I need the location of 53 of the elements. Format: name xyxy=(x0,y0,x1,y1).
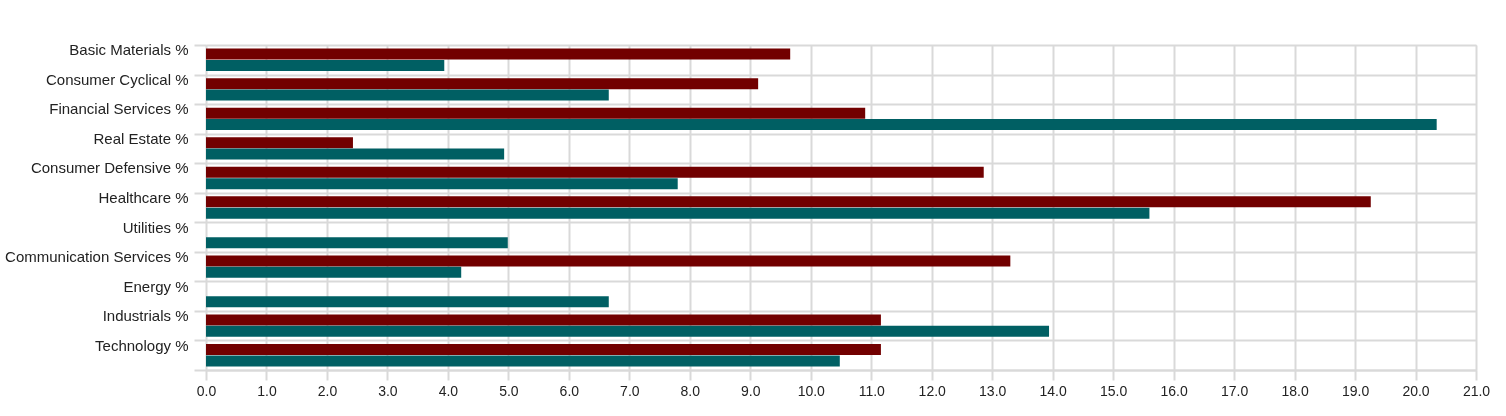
y-tick-label: Financial Services % xyxy=(49,100,189,118)
bar xyxy=(206,119,1437,131)
bar xyxy=(206,196,1371,208)
bar xyxy=(206,48,791,60)
x-tick-label: 19.0 xyxy=(1341,382,1370,399)
y-tick-label: Industrials % xyxy=(102,307,189,325)
x-tick-label: 15.0 xyxy=(1100,382,1128,399)
bar xyxy=(206,148,505,160)
x-tick-label: 14.0 xyxy=(1039,382,1067,399)
bar xyxy=(206,78,759,90)
bar xyxy=(206,107,866,119)
y-tick-label: Utilities % xyxy=(122,218,189,236)
x-tick-label: 3.0 xyxy=(378,382,398,399)
x-tick-label: 10.0 xyxy=(797,382,826,399)
y-tick-label: Healthcare % xyxy=(98,189,189,206)
y-tick-label: Communication Services % xyxy=(5,248,189,266)
y-tick-label: Basic Materials % xyxy=(69,41,189,59)
x-tick-label: 6.0 xyxy=(559,382,580,399)
bar xyxy=(206,59,445,71)
x-tick-label: 13.0 xyxy=(979,382,1007,399)
x-tick-label: 20.0 xyxy=(1402,382,1430,399)
y-tick-label: Real Estate % xyxy=(93,129,189,147)
bar xyxy=(206,137,353,149)
x-tick-label: 4.0 xyxy=(438,382,459,399)
bar xyxy=(206,296,609,308)
x-tick-label: 17.0 xyxy=(1220,382,1249,399)
x-tick-label: 21.0 xyxy=(1462,382,1491,399)
bar xyxy=(206,355,840,367)
bar xyxy=(206,89,609,101)
y-tick-label: Consumer Defensive % xyxy=(30,159,189,177)
x-tick-label: 18.0 xyxy=(1281,382,1309,399)
bar xyxy=(206,207,1150,219)
x-tick-label: 7.0 xyxy=(620,382,640,399)
x-tick-label: 11.0 xyxy=(858,382,886,399)
bar xyxy=(206,266,462,278)
bar xyxy=(206,325,1050,337)
y-tick-label: Consumer Cyclical % xyxy=(45,70,189,88)
x-tick-label: 16.0 xyxy=(1160,382,1188,399)
x-tick-label: 2.0 xyxy=(317,382,338,399)
bar xyxy=(206,178,678,190)
bar xyxy=(206,255,1011,267)
y-tick-label: Technology % xyxy=(95,336,189,354)
x-tick-label: 0.0 xyxy=(196,382,217,399)
bar xyxy=(206,314,881,326)
x-tick-label: 9.0 xyxy=(741,382,761,399)
x-tick-label: 5.0 xyxy=(499,382,519,399)
bar xyxy=(206,166,984,178)
y-tick-label: Energy % xyxy=(123,277,189,295)
x-tick-label: 12.0 xyxy=(918,382,947,399)
x-tick-label: 1.0 xyxy=(257,382,277,399)
x-tick-label: 8.0 xyxy=(680,382,701,399)
bar xyxy=(206,237,508,249)
bar xyxy=(206,344,881,356)
